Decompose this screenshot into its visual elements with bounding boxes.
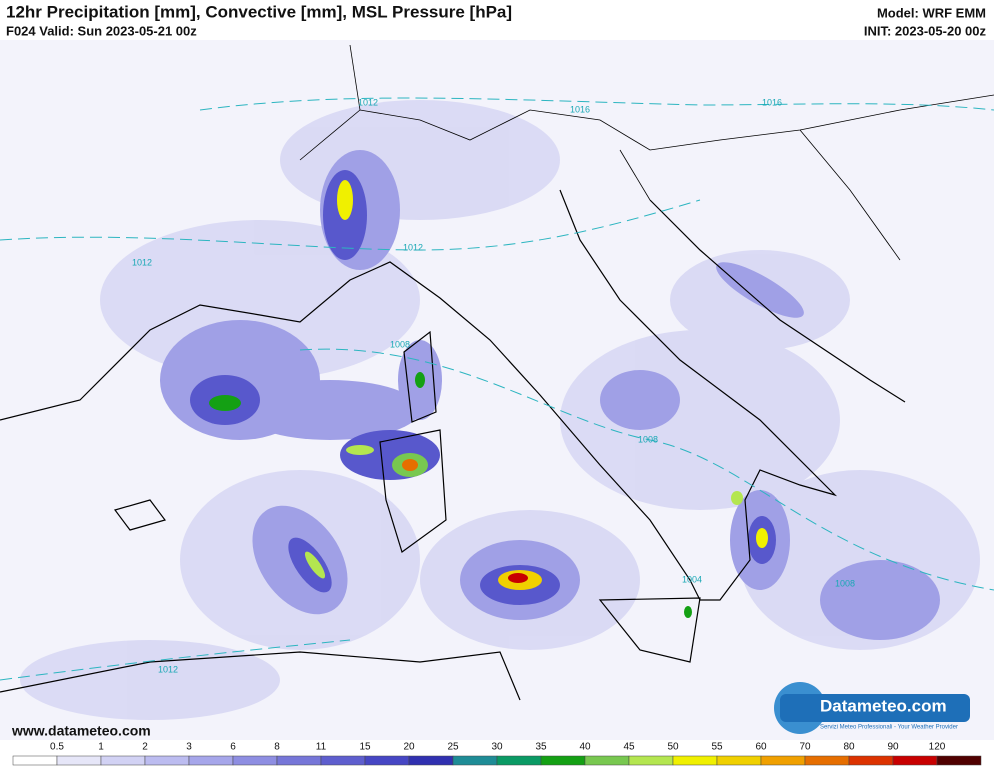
legend-label: 25 (447, 742, 459, 753)
coastlines (0, 189, 906, 701)
legend-swatch (804, 755, 850, 766)
legend-label: 30 (491, 742, 503, 753)
legend-label: 1 (98, 742, 104, 753)
legend-label: 11 (316, 742, 327, 753)
isobar-label: 1004 (682, 574, 702, 584)
legend-label: 35 (535, 742, 547, 753)
legend-swatch (672, 755, 718, 766)
website: www.datameteo.com (11, 723, 151, 739)
legend-label: 80 (843, 742, 855, 753)
legend-swatch (364, 755, 410, 766)
legend-label: 120 (929, 742, 946, 753)
legend-label: 70 (799, 742, 811, 753)
logo-tagline: Servizi Meteo Professionali - Your Weath… (820, 725, 958, 731)
legend-swatch (12, 755, 58, 766)
legend-label: 50 (667, 742, 679, 753)
legend-swatch (276, 755, 322, 766)
legend-label: 6 (230, 742, 236, 753)
isobar-label: 1008 (390, 339, 410, 349)
isobar-label: 1008 (835, 578, 855, 588)
legend-label: 3 (186, 742, 192, 753)
legend-label: 60 (755, 742, 767, 753)
valid-time: F024 Valid: Sun 2023-05-21 00z (6, 23, 197, 38)
logo: Datameteo.com Servizi Meteo Professional… (774, 682, 970, 734)
isobar-label: 1012 (158, 664, 178, 674)
legend-label: 40 (579, 742, 591, 753)
legend-swatch (716, 755, 762, 766)
legend-swatch (408, 755, 454, 766)
legend-label: 0.5 (50, 742, 64, 753)
legend-label: 8 (274, 742, 280, 753)
isobar-label: 1016 (570, 104, 590, 114)
legend-swatch (320, 755, 366, 766)
legend-swatch (628, 755, 674, 766)
legend-label: 55 (711, 742, 723, 753)
borders (299, 44, 994, 261)
legend-label: 20 (403, 742, 415, 753)
init-time: INIT: 2023-05-20 00z (864, 23, 987, 38)
legend-label: 45 (623, 742, 635, 753)
legend-swatch (56, 755, 102, 766)
legend-swatch (584, 755, 630, 766)
legend-swatch (540, 755, 586, 766)
isobars (0, 97, 994, 681)
legend-swatch (936, 755, 982, 766)
precip-intense (209, 180, 768, 618)
isobar-labels: 1012 1016 1016 1012 1012 1008 1008 1004 1008 1012 (132, 97, 855, 674)
legend-swatch (496, 755, 542, 766)
isobar-label: 1012 (132, 257, 152, 267)
legend-swatch (100, 755, 146, 766)
legend-swatch (848, 755, 894, 766)
legend-swatch (892, 755, 938, 766)
legend-swatch (452, 755, 498, 766)
isobar-label: 1008 (638, 434, 658, 444)
legend-swatch (188, 755, 234, 766)
legend-label: 90 (887, 742, 899, 753)
isobar-label: 1012 (403, 242, 423, 252)
map-title: 12hr Precipitation [mm], Convective [mm]… (6, 2, 512, 21)
legend-swatch (144, 755, 190, 766)
color-legend: 0.5 1 2 3 6 8 11 15 20 25 30 35 40 45 50 55 60 70 80 90 120 (12, 742, 982, 766)
legend-label: 2 (142, 742, 148, 753)
logo-text: Datameteo.com (820, 696, 947, 715)
isobar-label: 1012 (358, 97, 378, 107)
legend-label: 15 (359, 742, 371, 753)
model-name: Model: WRF EMM (877, 5, 986, 20)
legend-swatch (760, 755, 806, 766)
legend-swatch (232, 755, 278, 766)
isobar-label: 1016 (762, 97, 782, 107)
